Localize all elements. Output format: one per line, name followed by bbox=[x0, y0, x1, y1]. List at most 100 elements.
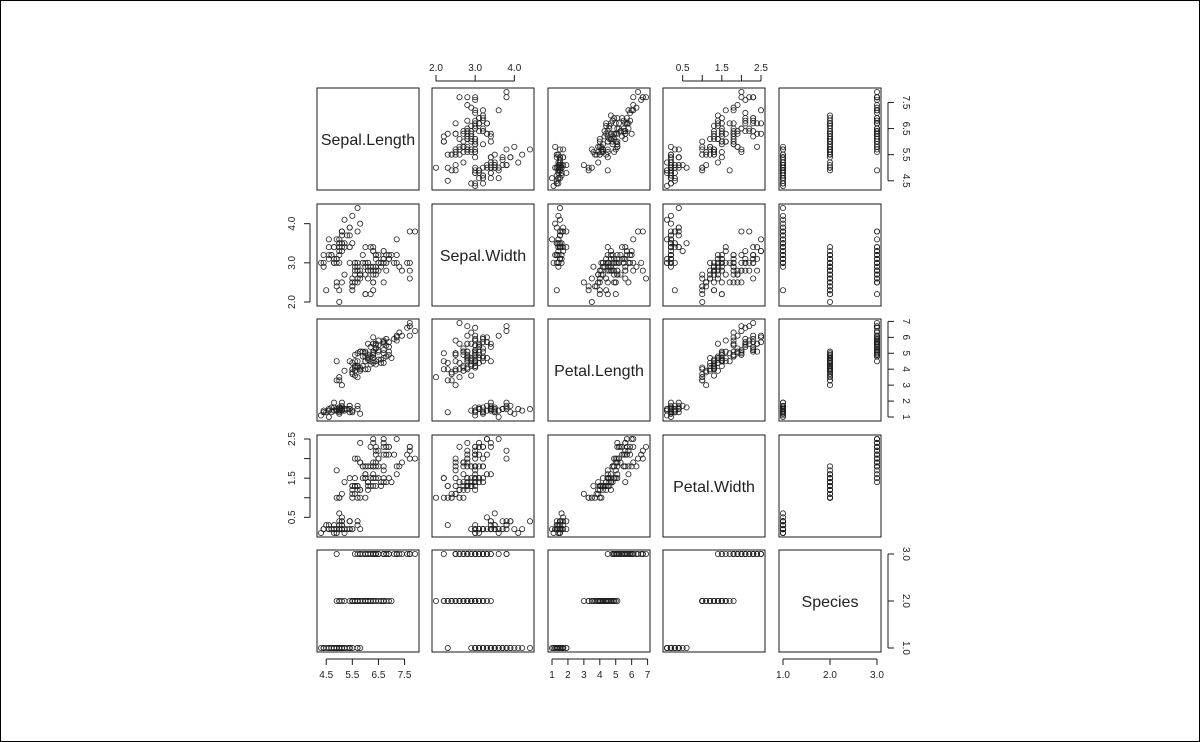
data-point bbox=[479, 348, 486, 355]
data-point bbox=[726, 350, 733, 357]
data-point bbox=[495, 107, 502, 114]
data-point bbox=[827, 463, 834, 470]
tick-label-sepal-length: 5.5 bbox=[345, 670, 359, 681]
data-point bbox=[598, 259, 605, 266]
data-point bbox=[746, 323, 753, 330]
data-point bbox=[468, 645, 475, 652]
data-point bbox=[472, 109, 479, 116]
data-point bbox=[588, 598, 595, 605]
data-point bbox=[479, 409, 486, 416]
data-point bbox=[391, 259, 398, 266]
data-point bbox=[380, 355, 387, 362]
data-point bbox=[555, 259, 562, 266]
data-point bbox=[874, 255, 881, 262]
data-point bbox=[635, 89, 642, 96]
data-point bbox=[683, 164, 690, 171]
data-point bbox=[746, 128, 753, 135]
data-point bbox=[468, 551, 475, 558]
data-point bbox=[874, 291, 881, 298]
data-point bbox=[612, 475, 619, 482]
data-point bbox=[758, 248, 765, 255]
data-point bbox=[476, 359, 483, 366]
data-point bbox=[827, 298, 834, 305]
data-point bbox=[472, 180, 479, 187]
data-point bbox=[874, 439, 881, 446]
data-point bbox=[714, 120, 721, 127]
panel-sepal-width-vs-petal-width bbox=[662, 203, 766, 307]
tick-label-petal-length: 7 bbox=[900, 319, 911, 325]
data-point bbox=[606, 267, 613, 274]
data-point bbox=[619, 255, 626, 262]
data-point bbox=[730, 107, 737, 114]
data-point bbox=[611, 149, 618, 156]
data-point bbox=[827, 366, 834, 373]
data-point bbox=[874, 471, 881, 478]
data-point bbox=[664, 406, 671, 413]
data-point bbox=[444, 164, 451, 171]
data-point bbox=[464, 447, 471, 454]
data-point bbox=[780, 177, 787, 184]
data-point bbox=[671, 259, 678, 266]
data-point bbox=[874, 104, 881, 111]
data-point bbox=[406, 332, 413, 339]
data-point bbox=[614, 459, 621, 466]
panel-frame bbox=[662, 87, 766, 191]
data-point bbox=[874, 467, 881, 474]
data-point bbox=[364, 275, 371, 282]
data-point bbox=[346, 224, 353, 231]
data-point bbox=[503, 327, 510, 334]
data-point bbox=[357, 348, 364, 355]
data-point bbox=[596, 291, 603, 298]
data-point bbox=[563, 244, 570, 251]
data-point bbox=[611, 551, 618, 558]
data-point bbox=[625, 259, 632, 266]
data-point bbox=[874, 133, 881, 140]
data-point bbox=[874, 335, 881, 342]
data-point bbox=[664, 412, 671, 419]
data-point bbox=[596, 275, 603, 282]
data-point bbox=[754, 255, 761, 262]
data-point bbox=[599, 482, 606, 489]
tick-label-sepal-length: 7.5 bbox=[398, 670, 412, 681]
data-point bbox=[487, 406, 494, 413]
data-point bbox=[827, 135, 834, 142]
data-point bbox=[349, 490, 356, 497]
data-point bbox=[746, 337, 753, 344]
data-point bbox=[874, 251, 881, 258]
data-point bbox=[622, 439, 629, 446]
data-point bbox=[553, 151, 560, 158]
data-point bbox=[472, 412, 479, 419]
data-point bbox=[607, 479, 614, 486]
data-point bbox=[351, 351, 358, 358]
data-point bbox=[560, 228, 567, 235]
data-point bbox=[667, 263, 674, 270]
data-point bbox=[472, 447, 479, 454]
data-point bbox=[714, 356, 721, 363]
data-point bbox=[718, 279, 725, 286]
data-point bbox=[726, 358, 733, 365]
data-point bbox=[622, 263, 629, 270]
data-point bbox=[491, 526, 498, 533]
data-point bbox=[472, 363, 479, 370]
panel-frame bbox=[778, 434, 882, 538]
data-point bbox=[598, 494, 605, 501]
data-point bbox=[874, 324, 881, 331]
data-point bbox=[617, 443, 624, 450]
data-point bbox=[472, 169, 479, 176]
data-point bbox=[780, 240, 787, 247]
data-point bbox=[622, 451, 629, 458]
data-point bbox=[874, 347, 881, 354]
panel-petal-width-vs-petal-length bbox=[547, 434, 651, 538]
data-point bbox=[614, 271, 621, 278]
data-point bbox=[393, 334, 400, 341]
data-point bbox=[487, 526, 494, 533]
data-point bbox=[563, 162, 570, 169]
data-point bbox=[336, 598, 343, 605]
data-point bbox=[456, 374, 463, 381]
data-point bbox=[354, 598, 361, 605]
data-point bbox=[507, 402, 514, 409]
tick-label-species: 1.0 bbox=[900, 641, 911, 655]
data-point bbox=[563, 526, 570, 533]
data-point bbox=[675, 645, 682, 652]
data-point bbox=[827, 359, 834, 366]
